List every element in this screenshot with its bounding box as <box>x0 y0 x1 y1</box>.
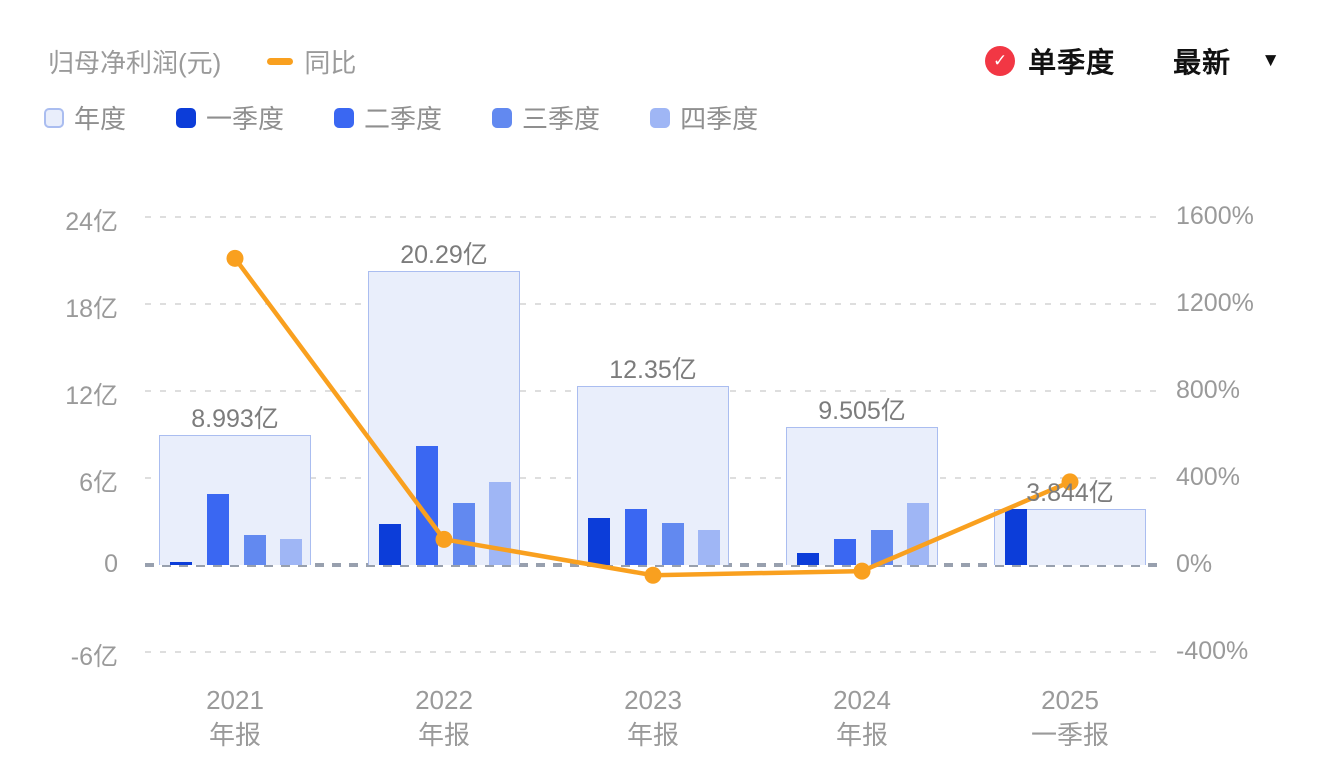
quarter-bar-2022-q4[interactable] <box>489 482 511 565</box>
right-axis-tick: -400% <box>1176 637 1249 665</box>
left-axis-tick: 18亿 <box>65 295 118 323</box>
latest-dropdown-label[interactable]: 最新 <box>1173 47 1232 78</box>
right-axis-tick: 1600% <box>1176 202 1254 230</box>
quarter-bar-2021-q4[interactable] <box>280 539 302 565</box>
x-axis-label-2023: 2023 年报 <box>624 685 682 750</box>
legend-swatch-annual <box>44 107 64 128</box>
left-axis-tick: -6亿 <box>70 643 118 671</box>
chart-title: 归母净利润(元) <box>48 47 222 78</box>
legend-swatch-q2 <box>334 107 355 128</box>
legend-label-q3: 三季度 <box>522 104 601 134</box>
yoy-legend-label: 同比 <box>304 47 357 78</box>
left-axis-tick: 6亿 <box>79 469 118 497</box>
quarter-mode-label[interactable]: 单季度 <box>1028 47 1116 78</box>
legend-item-q1[interactable]: 一季度 <box>176 99 284 136</box>
quarter-bar-2024-q4[interactable] <box>907 503 929 565</box>
gridline <box>145 216 1163 218</box>
quarter-bar-2023-q2[interactable] <box>625 509 647 565</box>
yoy-legend: 同比 <box>267 43 356 80</box>
quarter-bar-2024-q1[interactable] <box>797 553 819 565</box>
legend-label-q2: 二季度 <box>364 104 443 134</box>
bar-value-label: 3.844亿 <box>1026 479 1114 507</box>
quarter-bar-2021-q1[interactable] <box>170 562 192 565</box>
quarter-bar-2023-q4[interactable] <box>698 530 720 565</box>
legend-label-q1: 一季度 <box>206 104 285 134</box>
legend-swatch-q3 <box>492 107 513 128</box>
yoy-point <box>853 562 871 580</box>
quarter-bar-2023-q1[interactable] <box>588 518 610 565</box>
gridline <box>145 651 1163 653</box>
check-icon[interactable]: ✓ <box>985 46 1016 76</box>
right-axis-tick: 0% <box>1176 550 1213 578</box>
legend-item-q4[interactable]: 四季度 <box>650 99 758 136</box>
series-legend: 年度 一季度 二季度 三季度 四季度 <box>44 99 758 136</box>
bar-value-label: 8.993亿 <box>191 405 279 433</box>
right-axis-tick: 400% <box>1176 463 1240 491</box>
quarter-bar-2023-q3[interactable] <box>662 523 684 565</box>
legend-item-annual[interactable]: 年度 <box>44 99 126 136</box>
gridline <box>145 303 1163 305</box>
left-axis-tick: 12亿 <box>65 382 118 410</box>
legend-swatch-q1 <box>176 107 197 128</box>
quarter-bar-2024-q2[interactable] <box>834 539 856 565</box>
right-axis-tick: 1200% <box>1176 289 1254 317</box>
yoy-line-dash-icon <box>267 57 294 65</box>
caret-down-icon[interactable]: ▼ <box>1261 50 1280 71</box>
x-axis-label-2021: 2021 年报 <box>206 685 264 750</box>
bar-value-label: 20.29亿 <box>400 241 488 269</box>
legend-item-q3[interactable]: 三季度 <box>492 99 600 136</box>
x-axis-label-2024: 2024 年报 <box>833 685 891 750</box>
yoy-point <box>644 566 662 584</box>
legend-item-q2[interactable]: 二季度 <box>334 99 442 136</box>
legend-label-q4: 四季度 <box>680 104 759 134</box>
quarter-bar-2021-q2[interactable] <box>207 494 229 565</box>
legend-swatch-q4 <box>650 107 671 128</box>
left-axis-tick: 24亿 <box>65 208 118 236</box>
x-axis-label-2025: 2025 一季报 <box>1030 685 1109 750</box>
chart-header: 归母净利润(元) 同比 ✓ 单季度 最新 ▼ <box>48 44 1280 78</box>
quarter-bar-2021-q3[interactable] <box>244 535 266 565</box>
yoy-point <box>226 249 244 267</box>
bar-value-label: 9.505亿 <box>818 397 906 425</box>
bar-value-label: 12.35亿 <box>609 356 697 384</box>
left-axis-tick: 0 <box>104 550 118 578</box>
quarter-bar-2022-q2[interactable] <box>416 446 438 565</box>
quarter-bar-2025-q1[interactable] <box>1005 509 1027 565</box>
quarter-bar-2024-q3[interactable] <box>871 530 893 565</box>
legend-label-annual: 年度 <box>74 104 127 134</box>
right-axis-tick: 800% <box>1176 376 1240 404</box>
x-axis-label-2022: 2022 年报 <box>415 685 473 750</box>
quarter-bar-2022-q1[interactable] <box>379 524 401 565</box>
quarter-bar-2022-q3[interactable] <box>453 503 475 565</box>
